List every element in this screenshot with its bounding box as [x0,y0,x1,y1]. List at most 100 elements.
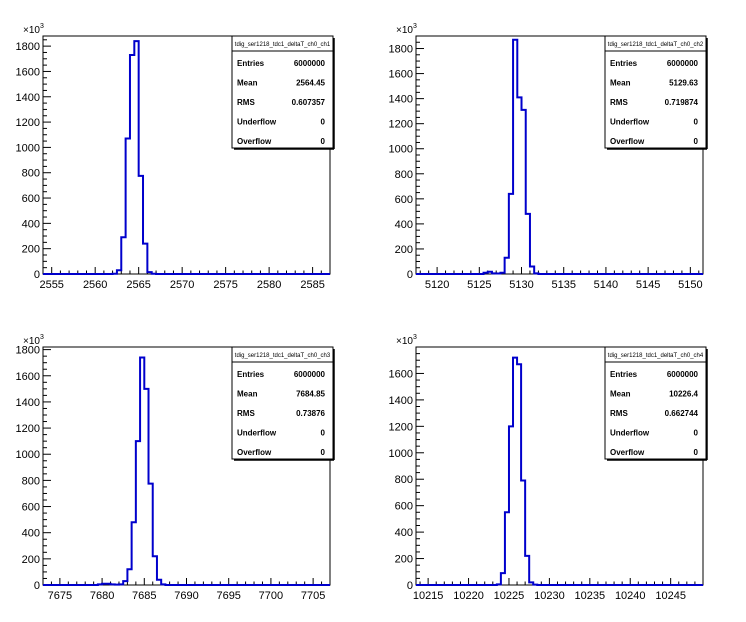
histogram-panel-4: 10215 10220 10225 10230 10235 10240 10245 0 200 4… [389,334,708,602]
histogram-bin [484,273,488,274]
histogram-bin [517,97,521,274]
y-tick-label: 800 [395,474,413,486]
histogram-bin [505,512,509,585]
y-tick-label: 1400 [389,94,413,106]
y-tick-label: 200 [395,554,413,566]
stats-row-label: Overflow [610,448,645,457]
x-tick-label: 10230 [534,590,565,602]
stats-box-frame [231,35,334,149]
histogram-bin [153,556,157,585]
histogram-bin [123,581,127,585]
histogram-bin [529,582,533,585]
y-tick-label: 800 [22,168,40,180]
y-exponent-value: 3 [40,23,44,30]
histogram-bin [111,584,115,585]
histogram-bin [505,258,509,274]
histogram-line [43,356,330,586]
histogram-line [416,356,703,586]
y-tick-label: 400 [22,528,40,540]
histogram-bin [488,272,492,274]
x-tick-label: 10245 [655,590,686,602]
histogram-bin [534,273,538,274]
histogram-bin [492,273,496,274]
x-tick-label: 2555 [39,279,63,291]
y-tick-label: 1000 [389,448,413,460]
y-tick-label: 1600 [16,371,40,383]
histogram-bin [126,139,130,274]
histogram-bin [525,556,529,585]
stats-box-title: tdig_ser1218_tdc1_deltaT_ch0_ch2 [608,42,704,48]
histogram-bin [513,358,517,585]
y-tick-label: 1000 [389,144,413,156]
y-exponent-label: ×103 [23,334,44,347]
y-tick-label: 600 [22,193,40,205]
histogram-line [416,38,703,275]
x-tick-label: 2560 [83,279,107,291]
histogram-panel-1: 2555 2560 2565 2570 2575 2580 2585 0 200 400 600 80… [16,23,335,291]
stats-row-value: 6000000 [294,370,326,379]
y-tick-label: 1600 [16,66,40,78]
stats-row-label: RMS [237,98,255,107]
y-tick-label: 0 [34,580,40,592]
stats-box: tdig_ser1218_tdc1_deltaT_ch0_ch1 Entries 6… [231,35,335,150]
x-tick-label: 2585 [300,279,324,291]
y-tick-label: 0 [407,580,413,592]
y-tick-label: 200 [22,554,40,566]
histogram-bin [119,584,123,585]
histogram-bin [522,110,526,274]
stats-row-value: 0 [694,118,699,127]
stats-row-value: 6000000 [294,59,326,68]
y-tick-label: 1400 [16,92,40,104]
x-tick-label: 2565 [126,279,150,291]
histogram-bin [157,580,161,585]
y-exponent-label: ×103 [396,23,417,36]
x-tick-label: 7685 [132,590,156,602]
stats-row-label: RMS [610,98,628,107]
histogram-panel-2: 5120 5125 5130 5135 5140 5145 5150 0 200 400 600 80… [389,23,708,291]
x-tick-label: 7675 [48,590,72,602]
y-tick-label: 1800 [389,44,413,56]
x-tick-label: 10215 [413,590,444,602]
y-exponent-value: 3 [40,334,44,341]
y-tick-label: 800 [22,475,40,487]
stats-row-value: 10226.4 [669,390,698,399]
stats-row-label: Underflow [610,429,650,438]
histogram-bin [140,357,144,585]
stats-row-label: Mean [610,390,631,399]
y-tick-label: 1200 [389,119,413,131]
histogram-bin [102,584,106,585]
x-tick-label: 5125 [467,279,491,291]
stats-row-value: 0.607357 [292,98,326,107]
y-exponent-label: ×103 [396,334,417,347]
stats-row-label: Mean [237,390,258,399]
stats-row-value: 0.719874 [665,98,699,107]
y-exponent-label: ×103 [23,23,44,36]
y-tick-label: 400 [395,527,413,539]
stats-box-title: tdig_ser1218_tdc1_deltaT_ch0_ch3 [235,353,331,359]
histogram-bin [149,484,153,585]
stats-row-label: Overflow [237,137,272,146]
histogram-bin [147,272,151,274]
y-tick-label: 1200 [389,421,413,433]
x-tick-label: 5130 [509,279,533,291]
x-tick-label: 7705 [301,590,325,602]
histogram-bin [496,273,500,274]
histogram-bin [526,214,530,274]
stats-row-value: 0 [321,137,326,146]
histogram-bin [509,426,513,585]
stats-row-label: Mean [610,79,631,88]
stats-row-label: Overflow [610,137,645,146]
histogram-bin [98,584,102,585]
histogram-bin [501,573,505,585]
x-tick-label: 10225 [494,590,525,602]
stats-box: tdig_ser1218_tdc1_deltaT_ch0_ch4 Entries 6… [604,346,708,461]
y-tick-label: 600 [22,502,40,514]
stats-row-label: Entries [237,59,265,68]
stats-row-value: 6000000 [667,59,699,68]
x-tick-label: 7695 [216,590,240,602]
x-tick-label: 5140 [594,279,618,291]
histogram-bin [121,237,125,274]
stats-row-value: 0 [694,429,699,438]
histogram-bin [143,244,147,274]
